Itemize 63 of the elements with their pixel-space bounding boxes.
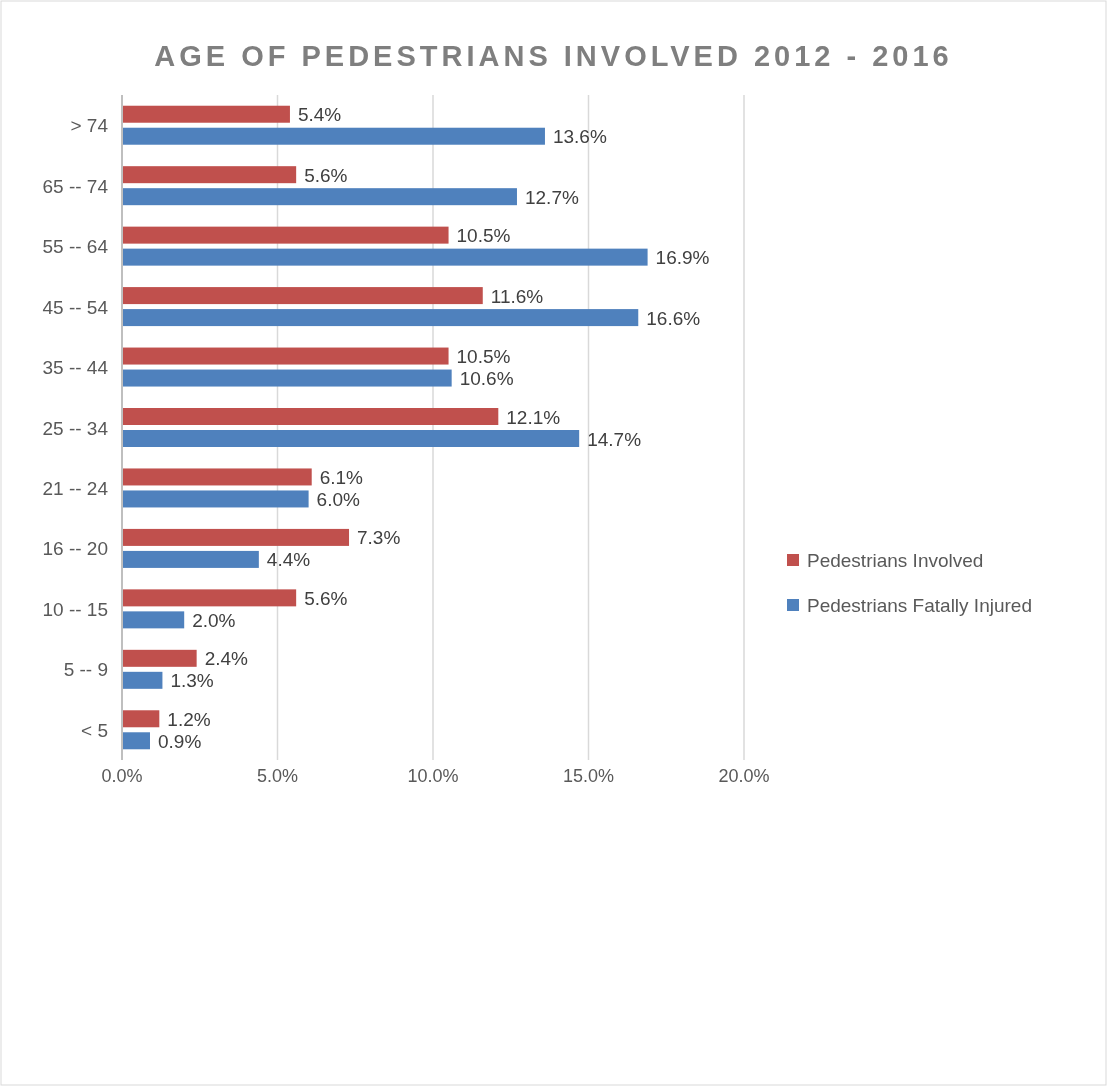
data-label: 0.9%: [157, 730, 202, 752]
data-label: 7.3%: [357, 527, 401, 549]
y-tick-label: 21 -- 24: [42, 477, 109, 499]
data-label: 6.1%: [319, 466, 364, 488]
bar: [122, 166, 297, 184]
x-tick-label: 20.0%: [718, 766, 770, 786]
data-label: 1.3%: [170, 670, 214, 692]
bar: [122, 347, 449, 365]
bar: [122, 671, 163, 689]
bar: [122, 309, 639, 327]
data-label: 12.1%: [506, 406, 561, 428]
chart-title: AGE OF PEDESTRIANS INVOLVED 2012 - 2016: [154, 40, 953, 72]
data-label: 12.7%: [524, 186, 579, 208]
data-label: 5.6%: [304, 587, 348, 609]
legend-label: Pedestrians Involved: [807, 550, 984, 571]
bar: [122, 490, 309, 508]
y-tick-label: < 5: [81, 719, 108, 741]
bar: [122, 226, 449, 244]
y-tick-label: 5 -- 9: [63, 659, 108, 681]
bar: [122, 528, 350, 546]
y-tick-label: 16 -- 20: [42, 538, 108, 560]
bar: [122, 408, 499, 425]
data-label: 10.5%: [456, 225, 511, 247]
data-label: 10.5%: [456, 346, 511, 368]
bar: [122, 188, 517, 206]
y-tick-label: > 74: [70, 115, 109, 137]
data-label: 6.0%: [316, 488, 361, 510]
data-label: 16.9%: [655, 247, 710, 269]
data-label: 4.4%: [266, 549, 311, 571]
data-label: 5.6%: [304, 164, 348, 186]
bar: [122, 369, 452, 387]
data-label: 1.2%: [167, 708, 211, 730]
data-label: 2.0%: [192, 609, 236, 631]
data-label: 16.6%: [646, 307, 701, 329]
x-tick-label: 0.0%: [101, 766, 143, 786]
y-tick-label: 25 -- 34: [42, 417, 109, 439]
bar: [122, 468, 312, 486]
data-label: 5.4%: [297, 104, 342, 126]
y-tick-label: 10 -- 15: [42, 598, 108, 620]
data-label: 10.6%: [459, 368, 514, 390]
bar: [122, 710, 160, 728]
legend-label: Pedestrians Fatally Injured: [807, 595, 1032, 616]
data-label: 14.7%: [587, 428, 642, 450]
bar: [122, 589, 297, 607]
x-tick-label: 5.0%: [256, 766, 299, 786]
y-tick-label: 55 -- 64: [42, 236, 109, 258]
data-label: 13.6%: [552, 126, 607, 148]
bar: [122, 105, 290, 123]
bar: [122, 732, 150, 750]
y-tick-label: 65 -- 74: [42, 175, 109, 197]
bar: [122, 550, 259, 568]
data-label: 11.6%: [490, 285, 544, 307]
y-tick-label: 35 -- 44: [42, 357, 109, 379]
bar: [122, 127, 545, 145]
bar: [122, 430, 580, 447]
bar: [122, 649, 197, 667]
bar: [122, 287, 483, 305]
data-label: 2.4%: [204, 648, 249, 670]
bar: [122, 611, 185, 629]
x-tick-label: 10.0%: [407, 766, 459, 786]
x-tick-label: 15.0%: [562, 766, 615, 786]
y-tick-label: 45 -- 54: [42, 296, 109, 318]
bar: [122, 248, 648, 266]
